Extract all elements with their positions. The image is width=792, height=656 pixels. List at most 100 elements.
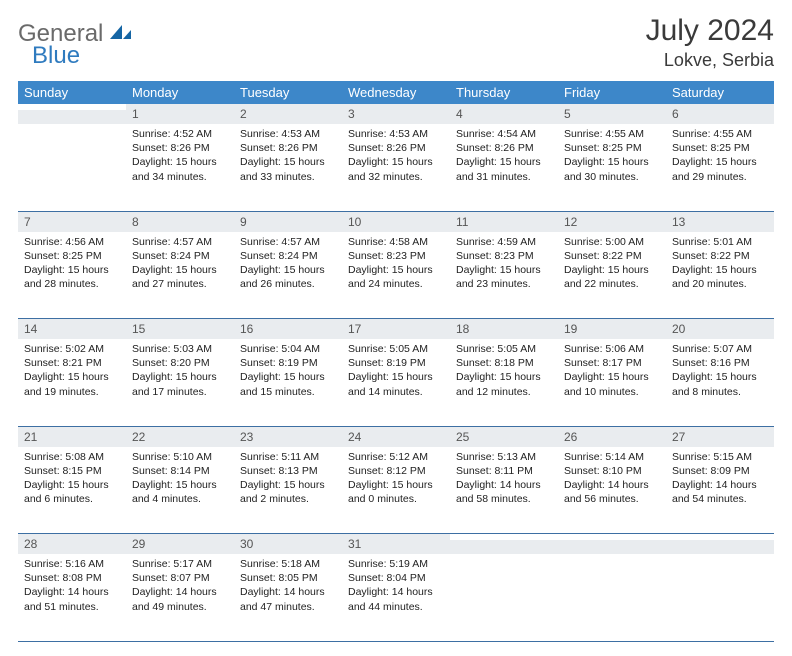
brand-sail-icon	[108, 23, 132, 41]
daylight-line: Daylight: 15 hours and 4 minutes.	[132, 478, 228, 506]
day-details: Sunrise: 5:16 AMSunset: 8:08 PMDaylight:…	[18, 554, 126, 620]
day-number-cell: 5	[558, 104, 666, 124]
sunset-line: Sunset: 8:11 PM	[456, 464, 552, 478]
day-details: Sunrise: 4:55 AMSunset: 8:25 PMDaylight:…	[666, 124, 774, 190]
day-cell	[558, 554, 666, 641]
sunset-line: Sunset: 8:22 PM	[672, 249, 768, 263]
sunrise-line: Sunrise: 5:05 AM	[348, 342, 444, 356]
daylight-line: Daylight: 15 hours and 33 minutes.	[240, 155, 336, 183]
day-number-cell: 29	[126, 534, 234, 555]
day-details: Sunrise: 5:05 AMSunset: 8:18 PMDaylight:…	[450, 339, 558, 405]
daylight-line: Daylight: 15 hours and 23 minutes.	[456, 263, 552, 291]
day-number	[450, 534, 558, 540]
sunset-line: Sunset: 8:04 PM	[348, 571, 444, 585]
day-number: 8	[126, 212, 234, 232]
day-number-cell: 12	[558, 211, 666, 232]
sunset-line: Sunset: 8:12 PM	[348, 464, 444, 478]
day-number: 1	[126, 104, 234, 124]
day-cell: Sunrise: 4:57 AMSunset: 8:24 PMDaylight:…	[126, 232, 234, 319]
location-label: Lokve, Serbia	[646, 50, 774, 71]
day-number-cell: 7	[18, 211, 126, 232]
sunset-line: Sunset: 8:25 PM	[564, 141, 660, 155]
weekday-header: Thursday	[450, 81, 558, 104]
day-number-cell	[450, 534, 558, 555]
day-cell: Sunrise: 4:55 AMSunset: 8:25 PMDaylight:…	[558, 124, 666, 211]
daylight-line: Daylight: 15 hours and 26 minutes.	[240, 263, 336, 291]
sunrise-line: Sunrise: 5:00 AM	[564, 235, 660, 249]
day-details: Sunrise: 5:11 AMSunset: 8:13 PMDaylight:…	[234, 447, 342, 513]
day-cell: Sunrise: 5:18 AMSunset: 8:05 PMDaylight:…	[234, 554, 342, 641]
day-cell: Sunrise: 5:03 AMSunset: 8:20 PMDaylight:…	[126, 339, 234, 426]
daylight-line: Daylight: 14 hours and 56 minutes.	[564, 478, 660, 506]
day-cell: Sunrise: 4:55 AMSunset: 8:25 PMDaylight:…	[666, 124, 774, 211]
sunrise-line: Sunrise: 4:57 AM	[240, 235, 336, 249]
daylight-line: Daylight: 15 hours and 32 minutes.	[348, 155, 444, 183]
day-details: Sunrise: 4:58 AMSunset: 8:23 PMDaylight:…	[342, 232, 450, 298]
sunset-line: Sunset: 8:25 PM	[24, 249, 120, 263]
day-number-cell: 9	[234, 211, 342, 232]
daynum-row: 28293031	[18, 534, 774, 555]
day-number: 20	[666, 319, 774, 339]
sunrise-line: Sunrise: 5:17 AM	[132, 557, 228, 571]
sunrise-line: Sunrise: 4:57 AM	[132, 235, 228, 249]
daylight-line: Daylight: 15 hours and 14 minutes.	[348, 370, 444, 398]
day-number-cell: 6	[666, 104, 774, 124]
day-number-cell	[558, 534, 666, 555]
day-cell: Sunrise: 4:52 AMSunset: 8:26 PMDaylight:…	[126, 124, 234, 211]
day-cell: Sunrise: 4:54 AMSunset: 8:26 PMDaylight:…	[450, 124, 558, 211]
daylight-line: Daylight: 15 hours and 12 minutes.	[456, 370, 552, 398]
day-number-cell: 22	[126, 426, 234, 447]
daylight-line: Daylight: 15 hours and 19 minutes.	[24, 370, 120, 398]
day-cell: Sunrise: 5:16 AMSunset: 8:08 PMDaylight:…	[18, 554, 126, 641]
day-cell	[450, 554, 558, 641]
daylight-line: Daylight: 15 hours and 20 minutes.	[672, 263, 768, 291]
day-cell: Sunrise: 5:05 AMSunset: 8:18 PMDaylight:…	[450, 339, 558, 426]
day-cell: Sunrise: 5:04 AMSunset: 8:19 PMDaylight:…	[234, 339, 342, 426]
sunset-line: Sunset: 8:20 PM	[132, 356, 228, 370]
day-details: Sunrise: 5:02 AMSunset: 8:21 PMDaylight:…	[18, 339, 126, 405]
day-details: Sunrise: 5:06 AMSunset: 8:17 PMDaylight:…	[558, 339, 666, 405]
day-details: Sunrise: 5:17 AMSunset: 8:07 PMDaylight:…	[126, 554, 234, 620]
day-number: 29	[126, 534, 234, 554]
month-title: July 2024	[646, 14, 774, 48]
day-cell: Sunrise: 5:05 AMSunset: 8:19 PMDaylight:…	[342, 339, 450, 426]
day-number: 25	[450, 427, 558, 447]
day-number: 11	[450, 212, 558, 232]
day-cell: Sunrise: 5:08 AMSunset: 8:15 PMDaylight:…	[18, 447, 126, 534]
daylight-line: Daylight: 14 hours and 44 minutes.	[348, 585, 444, 613]
daylight-line: Daylight: 15 hours and 6 minutes.	[24, 478, 120, 506]
title-block: July 2024 Lokve, Serbia	[646, 14, 774, 71]
sunset-line: Sunset: 8:25 PM	[672, 141, 768, 155]
sunrise-line: Sunrise: 5:01 AM	[672, 235, 768, 249]
day-number: 27	[666, 427, 774, 447]
day-number-cell: 20	[666, 319, 774, 340]
sunset-line: Sunset: 8:07 PM	[132, 571, 228, 585]
day-cell: Sunrise: 5:01 AMSunset: 8:22 PMDaylight:…	[666, 232, 774, 319]
sunrise-line: Sunrise: 5:02 AM	[24, 342, 120, 356]
day-number: 30	[234, 534, 342, 554]
weekday-header: Friday	[558, 81, 666, 104]
day-cell: Sunrise: 5:07 AMSunset: 8:16 PMDaylight:…	[666, 339, 774, 426]
daylight-line: Daylight: 15 hours and 29 minutes.	[672, 155, 768, 183]
day-cell: Sunrise: 4:57 AMSunset: 8:24 PMDaylight:…	[234, 232, 342, 319]
daylight-line: Daylight: 15 hours and 24 minutes.	[348, 263, 444, 291]
weekday-header: Wednesday	[342, 81, 450, 104]
day-number: 9	[234, 212, 342, 232]
sunset-line: Sunset: 8:08 PM	[24, 571, 120, 585]
daylight-line: Daylight: 14 hours and 54 minutes.	[672, 478, 768, 506]
day-cell: Sunrise: 5:15 AMSunset: 8:09 PMDaylight:…	[666, 447, 774, 534]
daylight-line: Daylight: 15 hours and 15 minutes.	[240, 370, 336, 398]
day-number-cell: 16	[234, 319, 342, 340]
day-number: 16	[234, 319, 342, 339]
day-number-cell: 19	[558, 319, 666, 340]
day-details: Sunrise: 4:59 AMSunset: 8:23 PMDaylight:…	[450, 232, 558, 298]
day-number	[666, 534, 774, 540]
day-cell: Sunrise: 4:53 AMSunset: 8:26 PMDaylight:…	[342, 124, 450, 211]
sunrise-line: Sunrise: 5:03 AM	[132, 342, 228, 356]
day-cell: Sunrise: 5:17 AMSunset: 8:07 PMDaylight:…	[126, 554, 234, 641]
daylight-line: Daylight: 15 hours and 17 minutes.	[132, 370, 228, 398]
weekday-header-row: Sunday Monday Tuesday Wednesday Thursday…	[18, 81, 774, 104]
day-number-cell: 3	[342, 104, 450, 124]
sunrise-line: Sunrise: 4:58 AM	[348, 235, 444, 249]
sunrise-line: Sunrise: 4:59 AM	[456, 235, 552, 249]
